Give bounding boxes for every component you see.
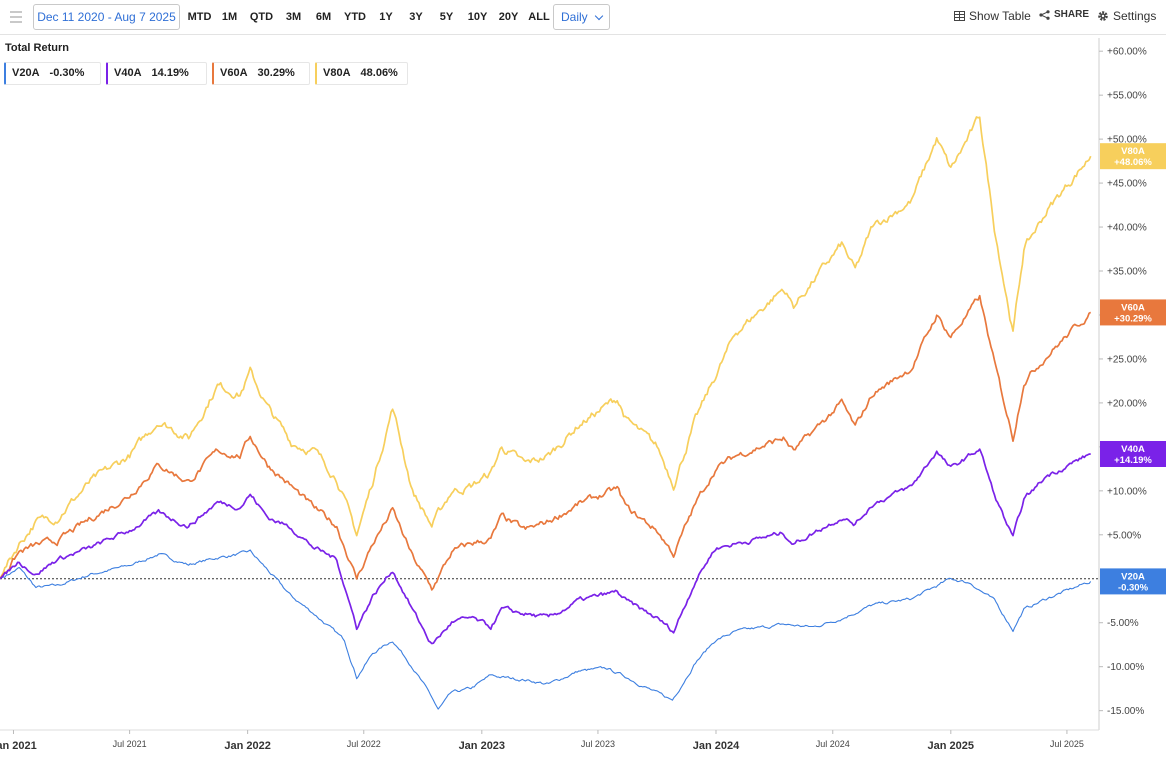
end-tag-value: -0.30% — [1118, 582, 1149, 593]
end-tag-v40a — [1100, 440, 1166, 467]
show-table-label: Show Table — [969, 9, 1031, 23]
y-tick-label: -10.00% — [1107, 662, 1144, 673]
end-tag-name: V20A — [1121, 571, 1145, 582]
y-tick-label: -5.00% — [1107, 618, 1139, 629]
end-tag-name: V60A — [1121, 302, 1145, 313]
y-tick-label: +50.00% — [1107, 135, 1147, 146]
range-button-qtd[interactable]: QTD — [249, 11, 274, 23]
share-label: SHARE — [1054, 9, 1090, 20]
range-button-ytd[interactable]: YTD — [344, 11, 366, 23]
x-tick-label: Jul 2022 — [347, 739, 381, 749]
range-button-20y[interactable]: 20Y — [498, 11, 519, 23]
chart-legend: V20A -0.30% V40A 14.19% V60A 30.29% V80A 48.06% — [4, 62, 413, 85]
frequency-dropdown[interactable]: Daily — [553, 4, 610, 30]
range-button-3m[interactable]: 3M — [285, 11, 302, 23]
legend-series-value: 30.29% — [257, 67, 295, 79]
end-tag-v20a — [1100, 568, 1166, 595]
range-button-10y[interactable]: 10Y — [467, 11, 488, 23]
y-tick-label: +20.00% — [1107, 398, 1147, 409]
date-range-picker[interactable]: Dec 11 2020 - Aug 7 2025 — [33, 4, 180, 30]
legend-series-name: V80A — [323, 67, 351, 79]
total-return-chart[interactable]: +60.00% +55.00% +50.00% +45.00% +40.00% +35.0… — [0, 36, 1166, 757]
y-tick-label: +60.00% — [1107, 47, 1147, 58]
range-button-1m[interactable]: 1M — [221, 11, 238, 23]
settings-label: Settings — [1113, 9, 1157, 23]
x-tick-label: Jan 2021 — [0, 740, 37, 752]
y-tick-label: +40.00% — [1107, 223, 1147, 234]
settings-button[interactable]: Settings — [1097, 9, 1156, 23]
x-tick-label: Jan 2023 — [459, 740, 505, 752]
legend-series-name: V60A — [220, 67, 248, 79]
range-button-5y[interactable]: 5Y — [439, 11, 454, 23]
series-line-v80a — [0, 116, 1092, 580]
range-button-1y[interactable]: 1Y — [379, 11, 393, 23]
end-tag-v80a — [1100, 143, 1166, 170]
legend-item-v60a[interactable]: V60A 30.29% — [212, 62, 310, 85]
range-button-all[interactable]: ALL — [528, 11, 550, 23]
range-buttons: MTD 1M QTD 3M 6M YTD 1Y 3Y 5Y 10Y 20Y ALL — [184, 4, 554, 30]
x-tick-label: Jul 2025 — [1050, 739, 1084, 749]
legend-series-name: V40A — [114, 67, 142, 79]
series-line-v40a — [0, 448, 1091, 645]
y-tick-label: +45.00% — [1107, 179, 1147, 190]
range-button-mtd[interactable]: MTD — [187, 11, 212, 23]
legend-item-v20a[interactable]: V20A -0.30% — [4, 62, 101, 85]
end-tag-v60a — [1100, 299, 1166, 326]
x-tick-label: Jul 2024 — [816, 739, 850, 749]
legend-item-v40a[interactable]: V40A 14.19% — [106, 62, 207, 85]
legend-item-v80a[interactable]: V80A 48.06% — [315, 62, 408, 85]
series-line-v60a — [0, 294, 1092, 591]
menu-lines-icon[interactable] — [7, 9, 23, 25]
x-tick-label: Jan 2025 — [928, 740, 974, 752]
end-tag-value: +30.29% — [1114, 313, 1152, 324]
end-tag-name: V80A — [1121, 146, 1145, 157]
x-tick-label: Jan 2024 — [693, 740, 740, 752]
table-icon — [954, 11, 965, 21]
share-button[interactable]: SHARE — [1039, 9, 1089, 20]
y-tick-label: +5.00% — [1107, 530, 1141, 541]
chevron-down-icon — [594, 11, 604, 21]
y-tick-label: +25.00% — [1107, 354, 1147, 365]
share-icon — [1039, 9, 1050, 20]
gear-icon — [1098, 11, 1108, 21]
y-tick-label: +55.00% — [1107, 91, 1147, 102]
x-tick-label: Jul 2021 — [113, 739, 147, 749]
legend-series-value: 14.19% — [151, 67, 189, 79]
series-line-v20a — [0, 549, 1092, 710]
end-tag-name: V40A — [1121, 444, 1145, 455]
range-button-6m[interactable]: 6M — [315, 11, 332, 23]
x-tick-label: Jul 2023 — [581, 739, 615, 749]
chart-toolbar: Dec 11 2020 - Aug 7 2025 MTD 1M QTD 3M 6M YTD… — [0, 0, 1166, 35]
frequency-value: Daily — [561, 10, 588, 24]
x-tick-label: Jan 2022 — [224, 740, 270, 752]
legend-series-name: V20A — [12, 67, 40, 79]
end-tag-value: +14.19% — [1114, 455, 1152, 466]
legend-series-value: 48.06% — [360, 67, 398, 79]
end-tag-value: +48.06% — [1114, 157, 1152, 168]
y-tick-label: +10.00% — [1107, 486, 1147, 497]
chart-title: Total Return — [5, 42, 69, 54]
range-button-3y[interactable]: 3Y — [409, 11, 423, 23]
show-table-button[interactable]: Show Table — [954, 9, 1031, 23]
y-tick-label: +35.00% — [1107, 267, 1147, 278]
legend-series-value: -0.30% — [49, 67, 85, 79]
y-tick-label: -15.00% — [1107, 706, 1144, 717]
